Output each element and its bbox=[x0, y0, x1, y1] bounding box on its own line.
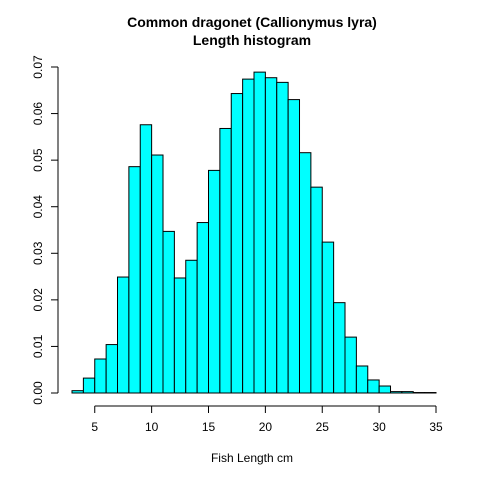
histogram-bar bbox=[82, 377, 96, 394]
chart-title: Common dragonet (Callionymus lyra) bbox=[127, 14, 377, 30]
histogram-bar bbox=[173, 277, 187, 394]
x-tick-label: 15 bbox=[202, 420, 216, 434]
histogram-bar bbox=[230, 93, 244, 394]
histogram-bar bbox=[390, 391, 403, 394]
y-tick-label: 0.00 bbox=[31, 381, 45, 405]
y-tick-label: 0.02 bbox=[31, 288, 45, 312]
histogram-bar bbox=[196, 222, 210, 394]
histogram-bar bbox=[253, 71, 266, 394]
histogram-bar bbox=[94, 358, 107, 394]
histogram-bar bbox=[401, 391, 414, 394]
x-tick-label: 25 bbox=[316, 420, 330, 434]
histogram-bar bbox=[208, 169, 221, 394]
y-tick-label: 0.06 bbox=[31, 102, 45, 126]
histogram-bar bbox=[219, 127, 232, 394]
histogram-bar bbox=[185, 259, 198, 394]
x-tick-label: 20 bbox=[259, 420, 273, 434]
x-tick-label: 5 bbox=[91, 420, 98, 434]
histogram-bar bbox=[299, 152, 312, 394]
x-tick-label: 10 bbox=[145, 420, 159, 434]
histogram-bar bbox=[151, 154, 164, 394]
histogram-bar bbox=[321, 241, 335, 394]
histogram-bar bbox=[105, 344, 119, 394]
x-axis: 5 10 15 20 25 30 35 bbox=[91, 405, 443, 434]
histogram-bar bbox=[162, 230, 175, 394]
histogram-bar bbox=[139, 124, 153, 394]
x-axis-label: Fish Length cm bbox=[211, 451, 293, 465]
y-axis: 0.00 0.01 0.02 0.03 0.04 0.05 0.06 0.07 bbox=[31, 55, 59, 405]
histogram-bar bbox=[276, 81, 289, 394]
x-tick-label: 35 bbox=[429, 420, 443, 434]
y-tick-label: 0.07 bbox=[31, 55, 45, 79]
histogram-bar bbox=[264, 77, 278, 394]
y-tick-label: 0.05 bbox=[31, 148, 45, 172]
histogram-bar bbox=[71, 390, 84, 394]
histogram-bar bbox=[287, 99, 301, 394]
bars-group bbox=[71, 71, 437, 394]
histogram-bar bbox=[310, 186, 323, 394]
chart-subtitle: Length histogram bbox=[193, 32, 311, 48]
y-tick-label: 0.03 bbox=[31, 241, 45, 265]
histogram-bar bbox=[333, 302, 346, 394]
histogram-bar bbox=[242, 78, 255, 394]
y-tick-label: 0.04 bbox=[31, 195, 45, 219]
histogram-bar bbox=[128, 166, 141, 394]
histogram-bar bbox=[344, 336, 357, 394]
x-tick-label: 30 bbox=[372, 420, 386, 434]
histogram-bar bbox=[117, 276, 130, 394]
histogram-bar bbox=[355, 365, 369, 394]
histogram-bar bbox=[378, 385, 392, 394]
histogram-bar bbox=[367, 379, 380, 394]
y-tick-label: 0.01 bbox=[31, 334, 45, 358]
